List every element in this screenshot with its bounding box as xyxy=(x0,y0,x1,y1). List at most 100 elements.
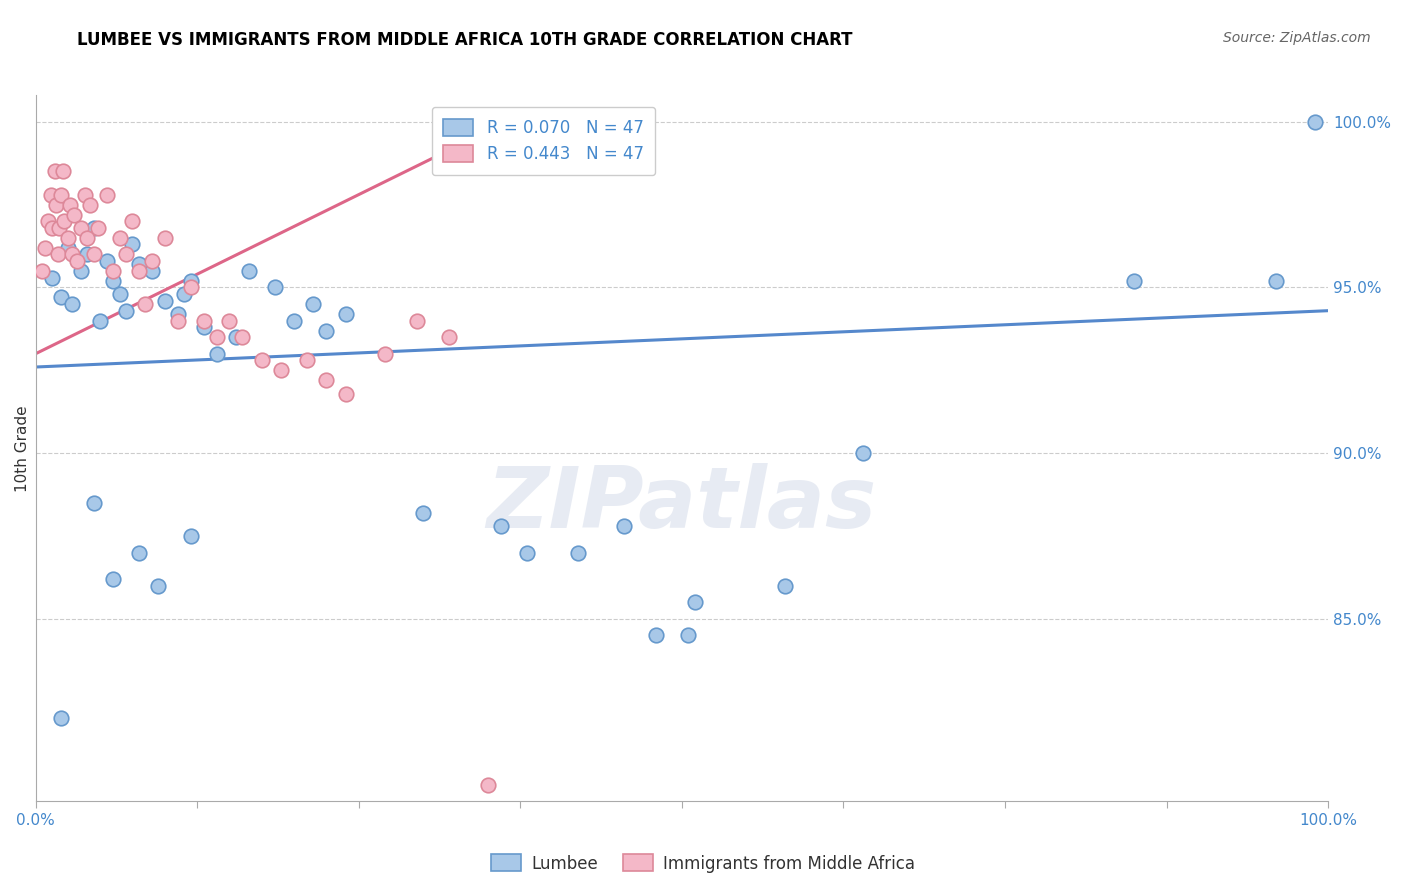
Y-axis label: 10th Grade: 10th Grade xyxy=(15,405,30,491)
Point xyxy=(83,247,105,261)
Legend: Lumbee, Immigrants from Middle Africa: Lumbee, Immigrants from Middle Africa xyxy=(485,847,921,880)
Point xyxy=(96,187,118,202)
Point xyxy=(96,254,118,268)
Point xyxy=(302,297,325,311)
Point xyxy=(56,241,79,255)
Point xyxy=(108,231,131,245)
Point xyxy=(153,293,176,308)
Point xyxy=(39,187,62,202)
Point xyxy=(153,231,176,245)
Point xyxy=(108,287,131,301)
Point xyxy=(73,187,96,202)
Point xyxy=(46,247,69,261)
Point xyxy=(218,313,240,327)
Point xyxy=(134,297,156,311)
Point xyxy=(59,197,82,211)
Point xyxy=(31,264,53,278)
Point xyxy=(193,320,215,334)
Point xyxy=(141,264,163,278)
Point xyxy=(489,519,512,533)
Point xyxy=(51,711,73,725)
Point xyxy=(45,197,67,211)
Point xyxy=(86,220,108,235)
Point xyxy=(180,529,202,543)
Point xyxy=(101,274,124,288)
Point xyxy=(374,347,396,361)
Point xyxy=(51,187,73,202)
Point xyxy=(121,237,143,252)
Point xyxy=(51,290,73,304)
Point xyxy=(250,353,273,368)
Point xyxy=(115,303,138,318)
Point xyxy=(238,264,260,278)
Point xyxy=(180,274,202,288)
Point xyxy=(128,264,150,278)
Point xyxy=(53,214,76,228)
Point xyxy=(52,164,75,178)
Point xyxy=(283,313,305,327)
Point xyxy=(1265,274,1288,288)
Point xyxy=(60,297,83,311)
Point xyxy=(405,313,427,327)
Point xyxy=(69,220,91,235)
Point xyxy=(295,353,318,368)
Point xyxy=(63,208,86,222)
Point xyxy=(193,313,215,327)
Point xyxy=(567,546,589,560)
Point xyxy=(115,247,138,261)
Point xyxy=(1303,115,1326,129)
Legend: R = 0.070   N = 47, R = 0.443   N = 47: R = 0.070 N = 47, R = 0.443 N = 47 xyxy=(432,107,655,175)
Point xyxy=(83,496,105,510)
Point xyxy=(270,363,292,377)
Point xyxy=(437,330,460,344)
Point xyxy=(205,347,228,361)
Point xyxy=(83,220,105,235)
Text: Source: ZipAtlas.com: Source: ZipAtlas.com xyxy=(1223,31,1371,45)
Point xyxy=(225,330,247,344)
Point xyxy=(41,220,63,235)
Point xyxy=(678,628,700,642)
Point xyxy=(412,506,434,520)
Point xyxy=(683,595,706,609)
Point xyxy=(315,324,337,338)
Point xyxy=(37,214,59,228)
Point xyxy=(76,231,98,245)
Point xyxy=(335,307,357,321)
Point xyxy=(166,307,188,321)
Point xyxy=(121,214,143,228)
Point xyxy=(128,546,150,560)
Point xyxy=(148,579,170,593)
Text: ZIPatlas: ZIPatlas xyxy=(486,463,877,546)
Point xyxy=(101,572,124,586)
Point xyxy=(1123,274,1146,288)
Point xyxy=(645,628,668,642)
Point xyxy=(775,579,797,593)
Point xyxy=(128,257,150,271)
Point xyxy=(205,330,228,344)
Point xyxy=(34,241,56,255)
Point xyxy=(89,313,111,327)
Point xyxy=(69,264,91,278)
Point xyxy=(48,220,70,235)
Point xyxy=(44,164,66,178)
Point xyxy=(516,546,538,560)
Point xyxy=(101,264,124,278)
Point xyxy=(173,287,195,301)
Point xyxy=(56,231,79,245)
Point xyxy=(180,280,202,294)
Point xyxy=(76,247,98,261)
Point xyxy=(141,254,163,268)
Point xyxy=(66,254,89,268)
Point xyxy=(166,313,188,327)
Point xyxy=(79,197,101,211)
Point xyxy=(335,386,357,401)
Point xyxy=(852,446,875,460)
Point xyxy=(315,373,337,387)
Point xyxy=(231,330,253,344)
Point xyxy=(60,247,83,261)
Point xyxy=(477,778,499,792)
Point xyxy=(613,519,636,533)
Point xyxy=(263,280,285,294)
Text: LUMBEE VS IMMIGRANTS FROM MIDDLE AFRICA 10TH GRADE CORRELATION CHART: LUMBEE VS IMMIGRANTS FROM MIDDLE AFRICA … xyxy=(77,31,853,49)
Point xyxy=(41,270,63,285)
